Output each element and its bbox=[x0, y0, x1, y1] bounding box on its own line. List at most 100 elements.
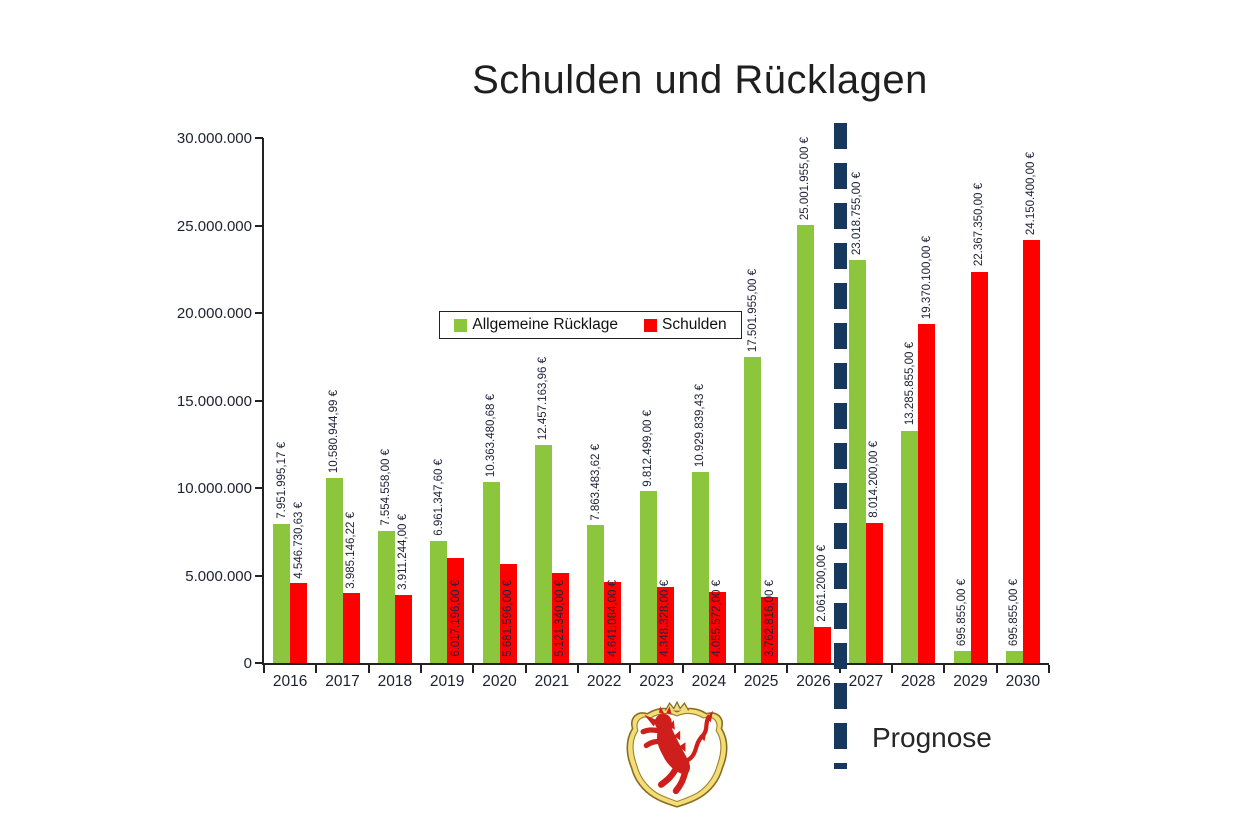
x-axis-label-2021: 2021 bbox=[534, 673, 570, 690]
bar-schulden-2016 bbox=[290, 583, 308, 663]
x-axis-tick bbox=[1048, 665, 1050, 673]
bar-schulden-2025 bbox=[761, 597, 779, 663]
bar-schulden-2023 bbox=[656, 586, 674, 663]
value-label-ruecklage-2026: 25.001.955,00 € bbox=[799, 137, 811, 221]
value-label-schulden-2026: 2.061.200,00 € bbox=[816, 545, 828, 622]
y-axis-tick bbox=[255, 137, 263, 139]
value-label-ruecklage-2017: 10.580.944,99 € bbox=[328, 389, 340, 473]
y-axis-label-15.000.000: 15.000.000 bbox=[176, 392, 252, 410]
x-axis-tick bbox=[995, 665, 998, 673]
value-label-schulden-2024: 4.055.572,00 € bbox=[711, 580, 724, 657]
x-axis-tick bbox=[315, 665, 318, 673]
x-axis-label-2016: 2016 bbox=[272, 673, 308, 690]
bar-ruecklage-2018 bbox=[377, 530, 395, 663]
y-axis-label-10.000.000: 10.000.000 bbox=[176, 480, 252, 497]
value-label-ruecklage-2029: 695.855,00 € bbox=[956, 578, 968, 646]
x-axis-label-2022: 2022 bbox=[586, 673, 622, 690]
legend-item-schulden: Schulden bbox=[643, 316, 727, 334]
x-axis-tick bbox=[472, 665, 475, 673]
x-axis-tick bbox=[577, 665, 579, 673]
schulden-swatch-icon bbox=[643, 318, 657, 332]
x-axis-label-2026: 2026 bbox=[796, 673, 831, 690]
value-label-schulden-2019: 6.017.196,00 € bbox=[449, 580, 462, 657]
value-label-ruecklage-2025: 17.501.955,00 € bbox=[746, 268, 759, 352]
chart-legend: Allgemeine Rücklage Schulden bbox=[439, 311, 742, 339]
x-axis-tick bbox=[263, 665, 265, 673]
legend-item-ruecklage: Allgemeine Rücklage bbox=[454, 316, 618, 334]
value-label-schulden-2023: 4.348.328,00 € bbox=[659, 580, 671, 657]
x-axis-tick bbox=[629, 665, 632, 673]
bar-ruecklage-2019 bbox=[430, 541, 448, 663]
value-label-ruecklage-2030: 695.855,00 € bbox=[1008, 578, 1021, 646]
y-axis-label-0: 0 bbox=[243, 655, 252, 672]
value-label-ruecklage-2023: 9.812.499,00 € bbox=[642, 409, 654, 487]
value-label-ruecklage-2016: 7.951.995,17 € bbox=[275, 442, 288, 519]
bar-ruecklage-2030 bbox=[1005, 650, 1023, 663]
value-label-schulden-2028: 19.370.100,00 € bbox=[920, 235, 933, 320]
value-label-schulden-2017: 3.985.146,22 € bbox=[345, 511, 357, 589]
bar-schulden-2022 bbox=[604, 581, 622, 663]
legend-label-schulden: Schulden bbox=[661, 316, 727, 333]
y-axis-tick bbox=[255, 399, 263, 402]
value-label-ruecklage-2018: 7.554.558,00 € bbox=[380, 449, 393, 526]
y-axis-tick bbox=[255, 662, 263, 664]
prognose-label: Prognose bbox=[872, 722, 992, 753]
value-label-schulden-2030: 24.150.400,00 € bbox=[1025, 152, 1038, 236]
bar-ruecklage-2029 bbox=[953, 650, 971, 663]
bar-ruecklage-2023 bbox=[639, 491, 657, 663]
value-label-schulden-2025: 3.762.816,00 € bbox=[763, 580, 776, 657]
value-label-ruecklage-2021: 12.457.163,96 € bbox=[537, 356, 550, 440]
x-axis-label-2029: 2029 bbox=[953, 673, 988, 690]
value-label-schulden-2016: 4.546.730,63 € bbox=[292, 501, 305, 579]
x-axis-tick bbox=[943, 665, 946, 673]
forecast-divider-dashed-line bbox=[834, 123, 847, 769]
bar-ruecklage-2026 bbox=[796, 225, 814, 663]
x-axis-tick bbox=[786, 665, 789, 673]
bar-schulden-2024 bbox=[708, 592, 726, 663]
x-axis-label-2023: 2023 bbox=[639, 673, 674, 690]
bar-schulden-2020 bbox=[499, 563, 517, 663]
chart-title: Schulden und Rücklagen bbox=[472, 58, 928, 102]
y-axis-tick bbox=[255, 487, 263, 489]
bar-ruecklage-2017 bbox=[325, 477, 343, 663]
y-axis-tick bbox=[255, 312, 263, 314]
value-label-schulden-2029: 22.367.350,00 € bbox=[973, 183, 985, 267]
bar-schulden-2021 bbox=[551, 573, 569, 663]
bar-ruecklage-2028 bbox=[901, 430, 919, 663]
bar-ruecklage-2020 bbox=[482, 481, 500, 663]
x-axis-label-2027: 2027 bbox=[848, 673, 884, 690]
x-axis-label-2017: 2017 bbox=[325, 673, 360, 690]
x-axis-label-2024: 2024 bbox=[691, 673, 727, 690]
y-axis-label-5.000.000: 5.000.000 bbox=[185, 567, 252, 585]
bar-ruecklage-2016 bbox=[273, 523, 291, 663]
bar-schulden-2018 bbox=[394, 594, 412, 663]
x-axis-label-2020: 2020 bbox=[482, 673, 517, 690]
x-axis-tick bbox=[367, 665, 370, 673]
y-axis-label-30.000.000: 30.000.000 bbox=[176, 130, 252, 147]
value-label-schulden-2020: 5.681.596,00 € bbox=[502, 580, 514, 657]
value-label-ruecklage-2024: 10.929.839,43 € bbox=[694, 383, 707, 467]
value-label-schulden-2018: 3.911.244,00 € bbox=[397, 513, 410, 590]
x-axis-label-2030: 2030 bbox=[1005, 673, 1041, 690]
y-axis-label-20.000.000: 20.000.000 bbox=[176, 305, 252, 322]
x-axis-label-2025: 2025 bbox=[743, 673, 779, 690]
bar-schulden-2030 bbox=[1022, 240, 1040, 663]
bar-ruecklage-2022 bbox=[587, 525, 605, 663]
value-label-schulden-2021: 5.121.340,00 € bbox=[554, 580, 567, 657]
y-axis-label-25.000.000: 25.000.000 bbox=[176, 217, 252, 235]
x-axis-tick bbox=[891, 665, 893, 673]
x-axis-label-2019: 2019 bbox=[429, 673, 465, 690]
value-label-ruecklage-2027: 23.018.755,00 € bbox=[851, 172, 864, 256]
x-axis-tick bbox=[734, 665, 736, 673]
value-label-schulden-2027: 8.014.200,00 € bbox=[868, 441, 881, 518]
value-label-ruecklage-2022: 7.863.483,62 € bbox=[589, 443, 602, 521]
bar-ruecklage-2025 bbox=[744, 356, 762, 663]
bar-schulden-2028 bbox=[918, 324, 936, 663]
bar-ruecklage-2024 bbox=[691, 471, 709, 663]
value-label-schulden-2022: 4.641.084,00 € bbox=[606, 580, 619, 657]
ruecklage-swatch-icon bbox=[454, 318, 468, 332]
plot-area: 0 5.000.000 10.000.000 15.000.000 20.000.000… bbox=[177, 130, 1050, 690]
coat-of-arms-red-lion-icon bbox=[626, 701, 728, 808]
legend-label-ruecklage: Allgemeine Rücklage bbox=[472, 316, 618, 333]
